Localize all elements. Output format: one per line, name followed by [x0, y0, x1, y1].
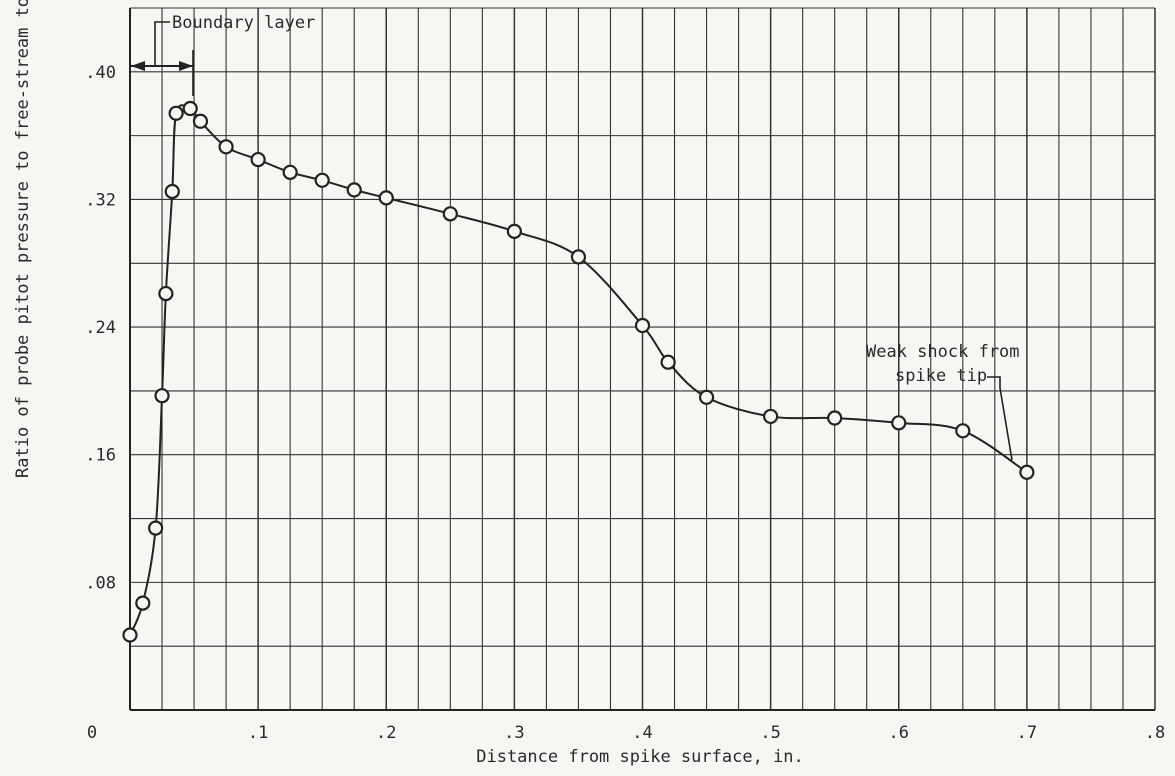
y-tick-label: .08 [85, 573, 116, 593]
data-point [250, 151, 266, 168]
data-point [314, 172, 330, 188]
data-point [182, 100, 198, 117]
weak-shock-leader [987, 376, 1013, 461]
data-point [763, 408, 779, 425]
axes [129, 8, 1155, 711]
x-tick-label: 0 [87, 723, 97, 743]
data-point [955, 423, 971, 439]
boundary-layer-leader [154, 21, 170, 66]
boundary-layer-annotation: Boundary layer [131, 13, 315, 96]
data-point [442, 206, 458, 222]
boundary-layer-right-arrowhead [179, 61, 193, 71]
y-tick-label: .16 [85, 446, 116, 466]
data-point [168, 105, 184, 121]
y-tick-label: .24 [85, 318, 116, 338]
data-point [827, 410, 843, 426]
x-tick-label: .6 [889, 723, 909, 743]
data-point [346, 182, 362, 198]
data-point [506, 223, 522, 239]
x-axis-label: Distance from spike surface, in. [476, 747, 804, 767]
data-point [192, 113, 209, 129]
x-tick-label: .2 [376, 723, 396, 743]
tick-labels: 0 .1 .2 .3 .4 .5 .6 .7 .8 .08 .16 .24 .32 .40 [85, 63, 1165, 743]
data-point [148, 520, 164, 536]
x-tick-label: .1 [248, 723, 268, 743]
weak-shock-label-line-2: spike tip [895, 366, 987, 386]
data-point [164, 183, 180, 200]
boundary-layer-left-arrowhead [131, 61, 145, 71]
data-points [122, 100, 1035, 643]
boundary-layer-label: Boundary layer [172, 13, 315, 33]
x-tick-label: .7 [1017, 723, 1037, 743]
x-tick-label: .4 [632, 723, 652, 743]
data-point [122, 627, 138, 643]
data-point [1019, 464, 1035, 480]
y-tick-label: .40 [85, 63, 116, 83]
data-point [660, 354, 676, 370]
x-tick-label: .8 [1145, 723, 1165, 743]
data-point [282, 164, 298, 180]
data-point [378, 190, 394, 206]
data-point [218, 139, 234, 155]
x-tick-label: .5 [760, 723, 780, 743]
data-point [570, 249, 587, 265]
y-tick-label: .32 [85, 190, 116, 210]
weak-shock-annotation: Weak shock from spike tip [866, 342, 1020, 461]
data-point [891, 415, 907, 431]
grid [129, 7, 1156, 711]
data-point [135, 595, 151, 611]
x-tick-label: .3 [504, 723, 524, 743]
data-point [698, 389, 715, 405]
data-point [634, 317, 651, 334]
y-axis-label: Ratio of probe pitot pressure to free-st… [13, 0, 33, 478]
data-point [154, 388, 170, 404]
weak-shock-label-line-1: Weak shock from [866, 342, 1020, 362]
data-point [158, 285, 174, 302]
